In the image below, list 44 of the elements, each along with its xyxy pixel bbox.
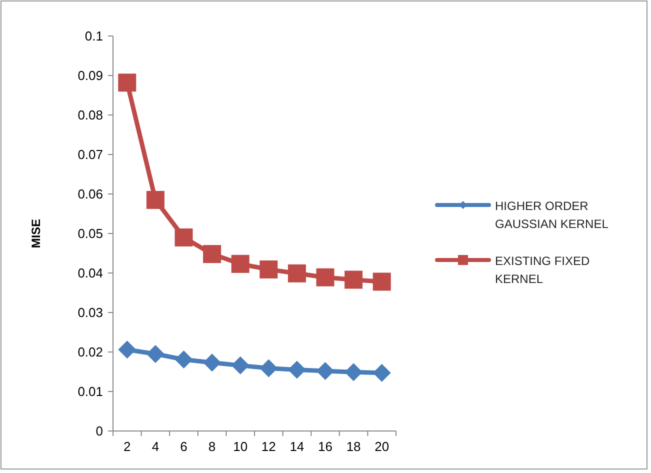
- point: [203, 354, 222, 372]
- point: [260, 260, 278, 278]
- y-tick-label: 0.04: [78, 266, 103, 281]
- point: [316, 268, 334, 286]
- point: [260, 359, 278, 378]
- y-tick-label: 0.02: [78, 344, 103, 360]
- point: [203, 245, 222, 264]
- point: [344, 363, 363, 382]
- point: [316, 362, 334, 380]
- point: [146, 344, 164, 363]
- y-tick-label: 0.1: [84, 28, 103, 44]
- point: [174, 350, 193, 369]
- x-tick-label: 6: [180, 439, 188, 454]
- x-tick-label: 20: [374, 439, 390, 454]
- x-tick-label: 8: [208, 439, 216, 454]
- x-tick-label: 16: [318, 439, 332, 454]
- x-tick-label: 14: [290, 439, 304, 454]
- point: [372, 364, 391, 382]
- y-tick-label: 0: [96, 424, 103, 439]
- point: [118, 74, 136, 92]
- point: [174, 228, 193, 246]
- point: [344, 270, 363, 289]
- x-tick-label: 4: [152, 439, 160, 454]
- y-tick-label: 0.08: [78, 108, 103, 123]
- point: [288, 264, 306, 282]
- x-tick-label: 12: [261, 439, 276, 454]
- y-tick-label: 0.05: [78, 226, 103, 242]
- legend-label: HIGHER ORDER GAUSSIAN KERNEL: [495, 199, 609, 231]
- point: [231, 356, 250, 374]
- point: [231, 254, 250, 273]
- point: [146, 190, 164, 209]
- legend-label: EXISTING FIXED KERNEL: [495, 254, 590, 286]
- point: [288, 360, 306, 379]
- x-tick-label: 18: [346, 439, 361, 454]
- x-tick-label: 2: [124, 439, 131, 454]
- x-tick-label: 10: [233, 439, 248, 454]
- y-axis-title: MISE: [29, 218, 43, 248]
- y-tick-label: 0.06: [78, 186, 103, 202]
- point: [372, 272, 391, 291]
- point: [118, 340, 136, 359]
- y-tick-label: 0.01: [78, 384, 103, 400]
- y-tick-label: 0.07: [78, 147, 103, 162]
- y-tick-label: 0.03: [78, 305, 103, 320]
- y-tick-label: 0.09: [78, 68, 103, 84]
